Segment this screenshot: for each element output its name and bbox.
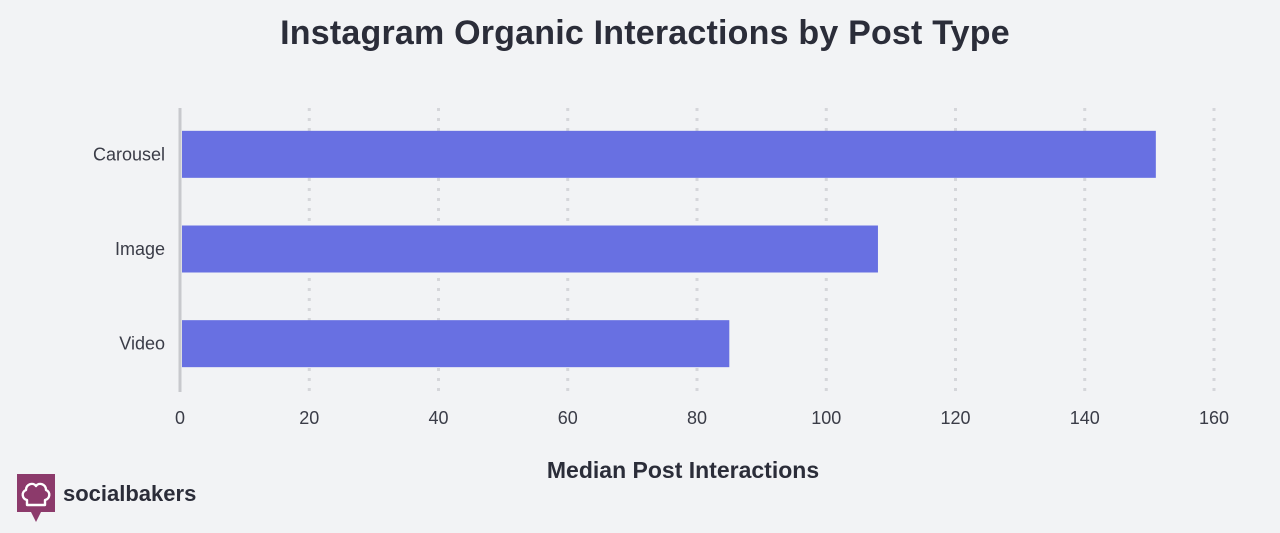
x-tick-label: 40 — [428, 408, 448, 428]
category-label: Video — [119, 334, 165, 354]
x-tick-label: 120 — [940, 408, 970, 428]
x-tick-label: 160 — [1199, 408, 1229, 428]
category-label: Carousel — [93, 144, 165, 164]
x-tick-label: 80 — [687, 408, 707, 428]
x-tick-label: 100 — [811, 408, 841, 428]
bars — [182, 130, 1156, 368]
x-tick-label: 0 — [175, 408, 185, 428]
bar-image[interactable] — [182, 225, 878, 273]
brand-name: socialbakers — [63, 481, 197, 506]
x-tick-labels: 0 20 40 60 80 100 120 140 160 — [175, 408, 1229, 428]
x-tick-label: 20 — [299, 408, 319, 428]
x-tick-label: 60 — [558, 408, 578, 428]
bar-video[interactable] — [182, 320, 730, 368]
bar-carousel[interactable] — [182, 130, 1156, 178]
x-tick-label: 140 — [1070, 408, 1100, 428]
chart-title: Instagram Organic Interactions by Post T… — [280, 14, 1010, 52]
chef-hat-icon — [17, 474, 55, 522]
brand-logo[interactable]: socialbakers — [17, 474, 196, 522]
category-label: Image — [115, 239, 165, 259]
category-labels: Carousel Image Video — [93, 144, 165, 353]
x-axis-label: Median Post Interactions — [546, 457, 820, 483]
